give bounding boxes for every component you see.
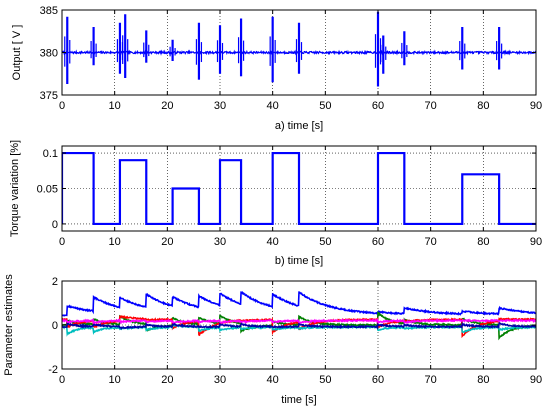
series-group bbox=[62, 151, 536, 226]
y-tick-label: 380 bbox=[40, 48, 58, 60]
x-tick-label: 30 bbox=[214, 236, 226, 248]
series-group bbox=[62, 291, 536, 341]
y-axis-label: Torque variation [%] bbox=[9, 140, 21, 237]
series-parameter-line-1 bbox=[62, 311, 536, 341]
x-axis-label: b) time [s] bbox=[275, 255, 323, 267]
x-tick-label: 20 bbox=[161, 236, 173, 248]
x-tick-label: 80 bbox=[477, 236, 489, 248]
x-tick-label: 40 bbox=[267, 236, 279, 248]
x-tick-label: 10 bbox=[109, 374, 121, 386]
x-tick-label: 10 bbox=[109, 100, 121, 112]
panel-output-voltage: 0 10 20 30 40 50 60 70 80 90 375 380 385 a) time [s] O… bbox=[11, 5, 542, 132]
y-tick-label: 385 bbox=[40, 5, 58, 17]
x-tick-label: 70 bbox=[425, 236, 437, 248]
x-tick-label: 80 bbox=[477, 374, 489, 386]
x-tick-label: 80 bbox=[477, 100, 489, 112]
y-axis-label: Output [ V ] bbox=[11, 25, 23, 81]
series-parameter-line-4 bbox=[62, 317, 536, 327]
x-tick-label: 30 bbox=[214, 374, 226, 386]
y-tick-label: 0.05 bbox=[37, 184, 58, 196]
x-tick-label: 50 bbox=[319, 374, 331, 386]
x-tick-label: 70 bbox=[425, 100, 437, 112]
x-tick-label: 40 bbox=[267, 100, 279, 112]
x-tick-label: 90 bbox=[530, 236, 542, 248]
y-tick-label: 0.1 bbox=[43, 148, 58, 160]
x-tick-label: 30 bbox=[214, 100, 226, 112]
x-tick-label: 60 bbox=[372, 374, 384, 386]
x-tick-label: 0 bbox=[59, 236, 65, 248]
x-tick-label: 20 bbox=[161, 374, 173, 386]
y-tick-label: 0 bbox=[52, 219, 58, 231]
x-axis-label: time [s] bbox=[281, 394, 316, 406]
x-tick-label: 90 bbox=[530, 374, 542, 386]
series-parameter-line-5 bbox=[62, 321, 536, 331]
x-tick-label: 50 bbox=[319, 236, 331, 248]
x-tick-label: 70 bbox=[425, 374, 437, 386]
series-torque-line bbox=[62, 151, 536, 226]
x-axis-label: a) time [s] bbox=[275, 120, 323, 132]
y-axis-label: Parameter estimates bbox=[3, 274, 15, 376]
x-tick-label: 50 bbox=[319, 100, 331, 112]
y-tick-label: -2 bbox=[48, 364, 58, 376]
x-tick-label: 60 bbox=[372, 236, 384, 248]
y-tick-label: 0 bbox=[52, 320, 58, 332]
x-tick-label: 0 bbox=[59, 100, 65, 112]
panel-torque-variation: 0 10 20 30 40 50 60 70 80 90 0 0.05 0.1 b) time [s] To… bbox=[9, 140, 542, 267]
x-tick-label: 0 bbox=[59, 374, 65, 386]
y-tick-label: 2 bbox=[52, 276, 58, 288]
series-parameter-line-0 bbox=[62, 291, 536, 317]
series-group bbox=[62, 11, 536, 87]
y-tick-label: 375 bbox=[40, 90, 58, 102]
x-tick-label: 20 bbox=[161, 100, 173, 112]
x-tick-label: 90 bbox=[530, 100, 542, 112]
x-tick-label: 10 bbox=[109, 236, 121, 248]
x-tick-label: 60 bbox=[372, 100, 384, 112]
x-tick-label: 40 bbox=[267, 374, 279, 386]
